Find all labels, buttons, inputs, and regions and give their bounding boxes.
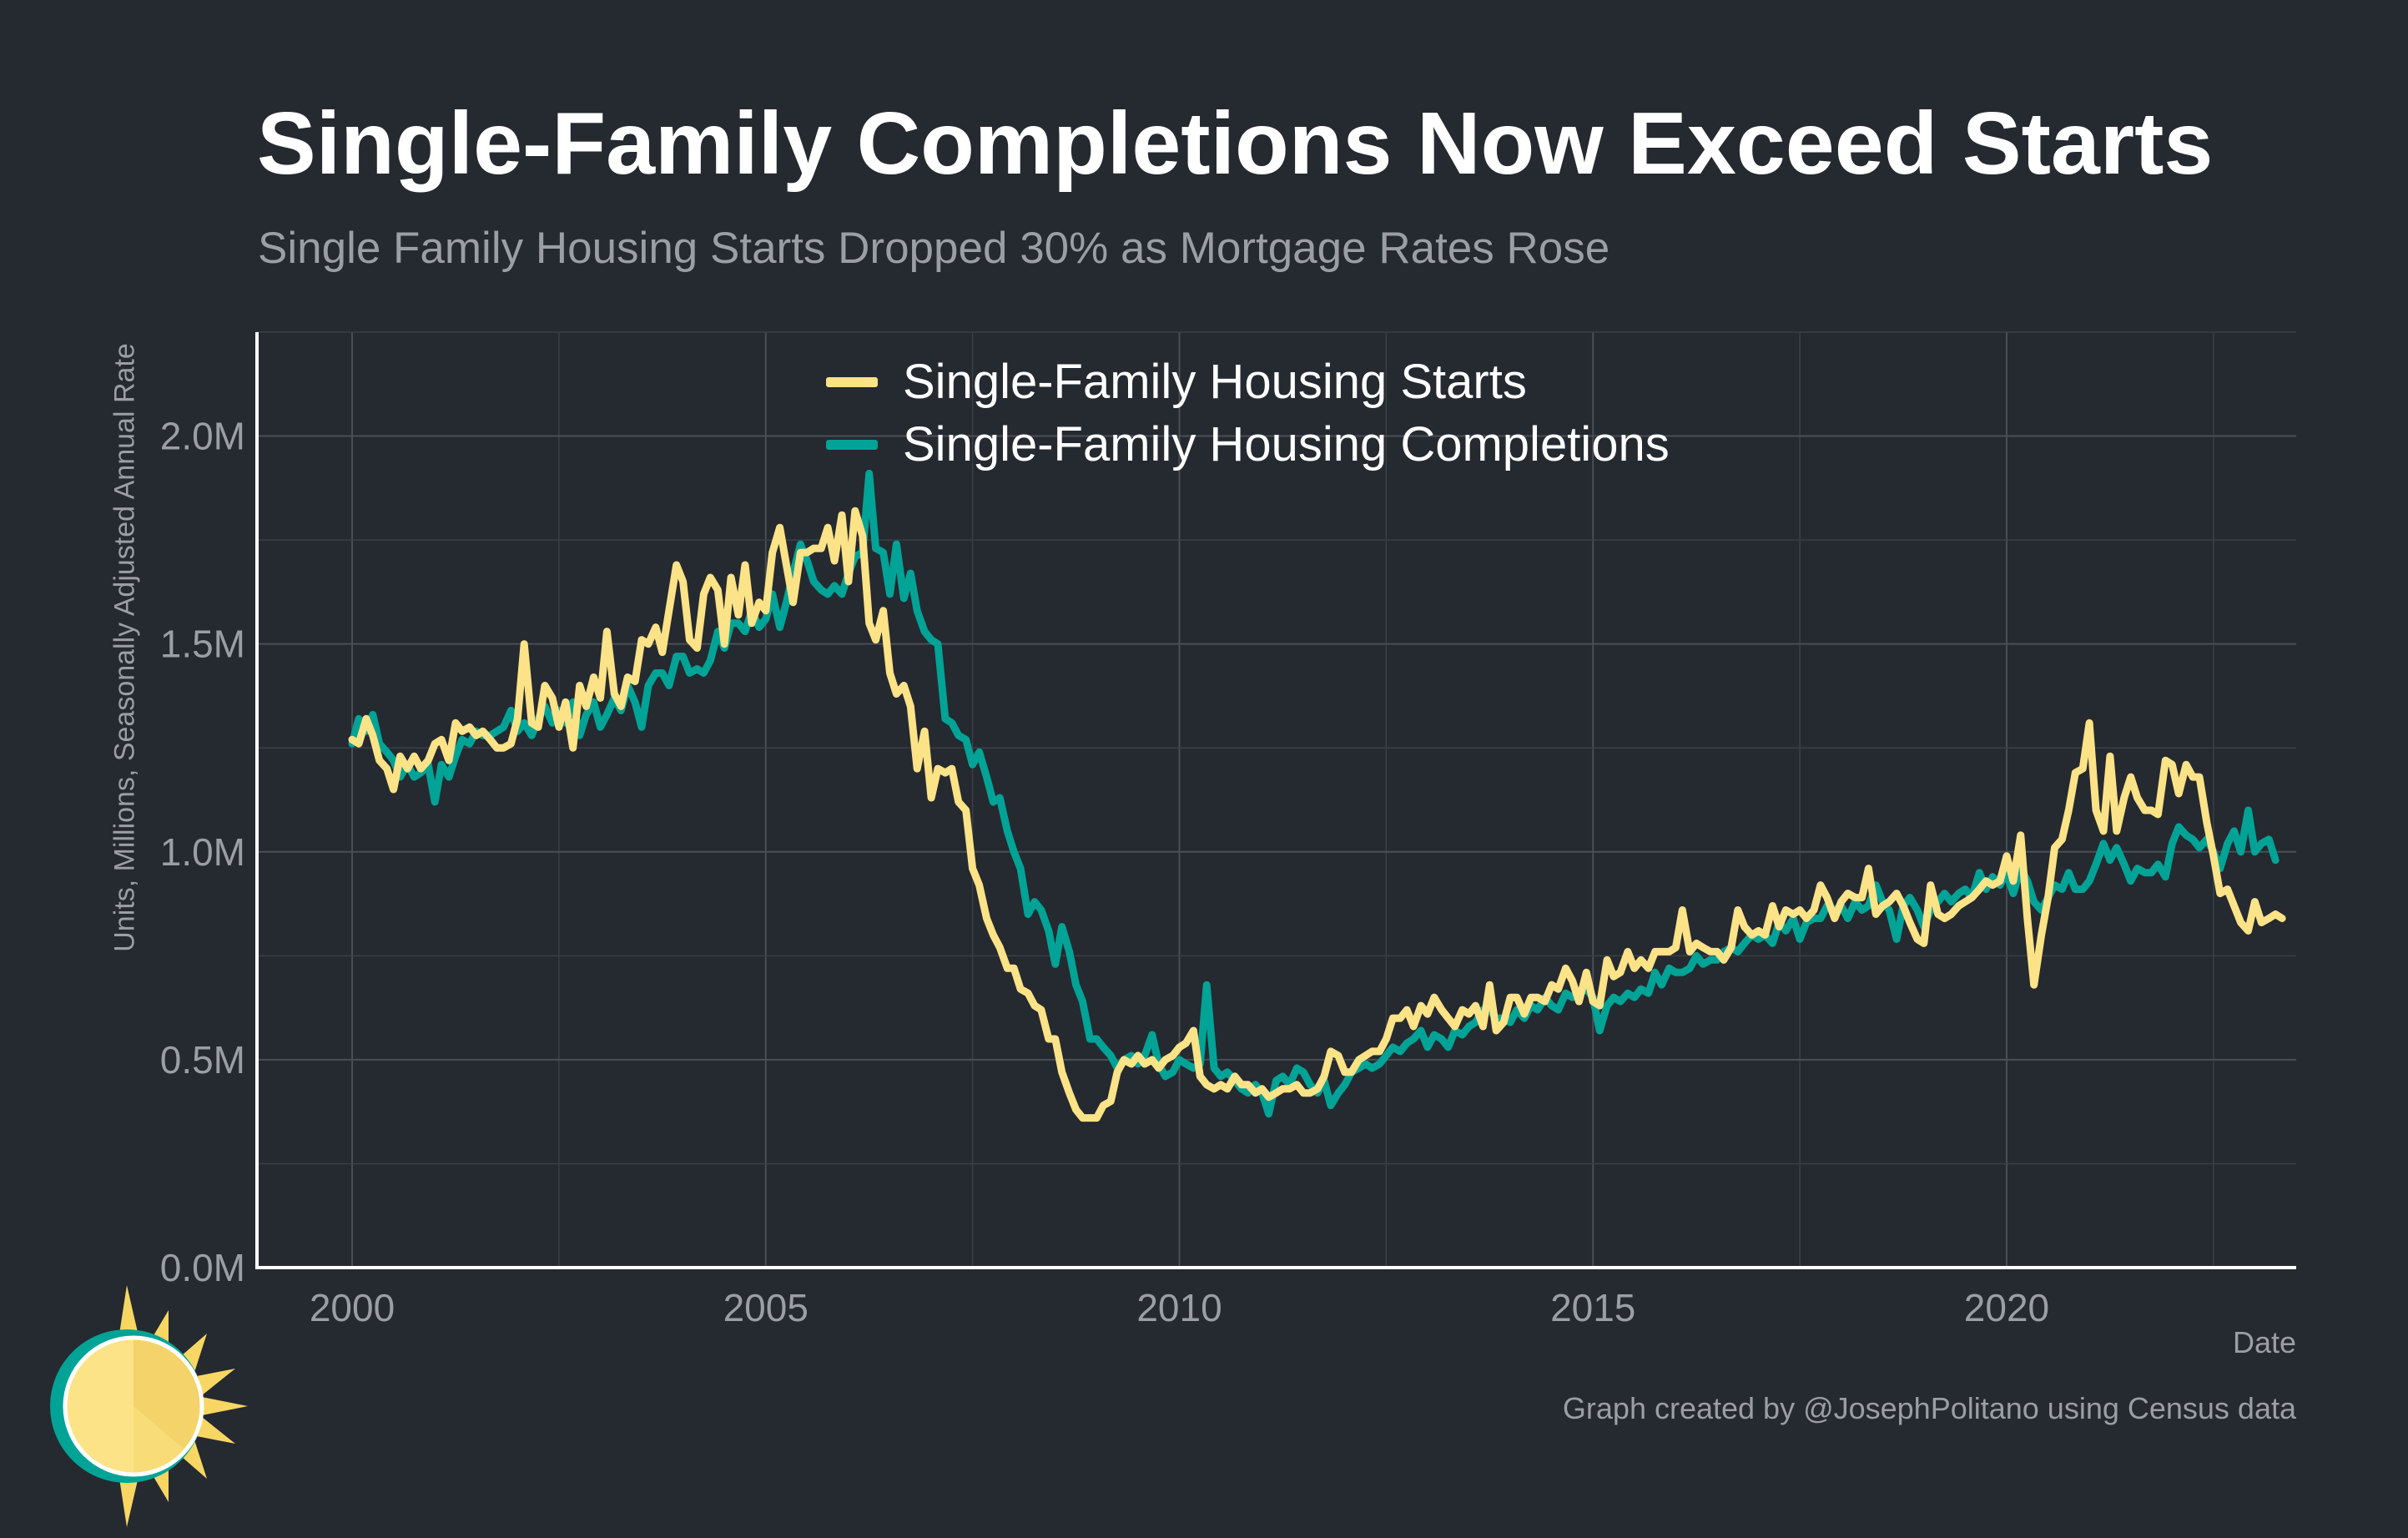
x-axis-label: Date (2232, 1325, 2296, 1359)
chart-subtitle: Single Family Housing Starts Dropped 30%… (258, 224, 1610, 273)
x-tick-label: 2000 (310, 1286, 395, 1329)
x-tick-label: 2010 (1136, 1286, 1222, 1329)
legend-label-starts: Single-Family Housing Starts (903, 355, 1527, 409)
legend-label-completions: Single-Family Housing Completions (903, 417, 1670, 471)
series-line-starts (348, 507, 2286, 1122)
legend-swatch-starts (826, 376, 878, 387)
x-tick-label: 2020 (1964, 1286, 2049, 1329)
y-tick-label: 1.0M (160, 830, 245, 874)
source-caption: Graph created by @JosephPolitano using C… (1562, 1391, 2296, 1425)
sun-logo-icon (50, 1285, 248, 1527)
series-line-completions (348, 469, 2280, 1118)
axes (255, 332, 2296, 1269)
y-tick-label: 0.5M (160, 1038, 245, 1082)
tick-labels: 2000 2005 2010 2015 2020 0.0M 0.5M 1.0M 1.5M 2.0M (160, 415, 2049, 1329)
grid-lines (257, 331, 2296, 1268)
series-lines (348, 469, 2286, 1122)
y-tick-label: 0.0M (160, 1246, 245, 1289)
y-tick-label: 2.0M (160, 415, 245, 458)
legend: Single-Family Housing Starts Single-Fami… (826, 350, 1670, 476)
chart-title: Single-Family Completions Now Exceed Sta… (257, 94, 2214, 193)
x-tick-label: 2015 (1550, 1286, 1635, 1329)
legend-item-starts: Single-Family Housing Starts (826, 350, 1670, 413)
legend-swatch-completions (826, 439, 878, 450)
legend-item-completions: Single-Family Housing Completions (826, 413, 1670, 476)
y-tick-label: 1.5M (160, 623, 245, 666)
x-tick-label: 2005 (723, 1286, 809, 1329)
